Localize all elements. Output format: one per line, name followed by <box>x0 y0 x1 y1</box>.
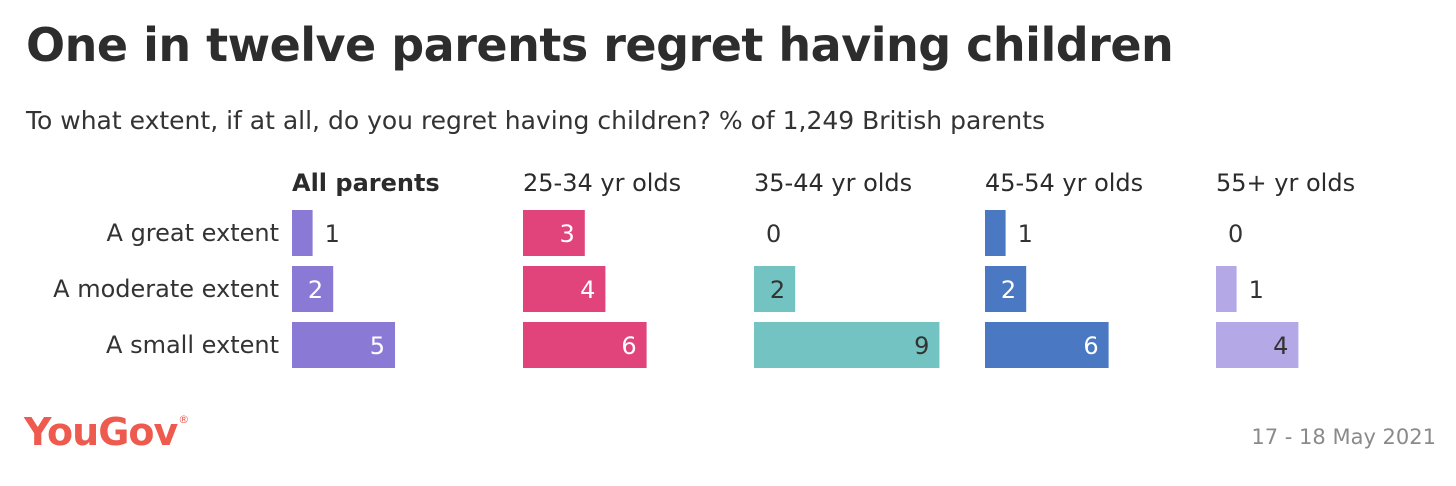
data-label: 5 <box>370 332 385 360</box>
series-header: 35-44 yr olds <box>754 169 912 197</box>
bar <box>523 210 585 256</box>
data-label: 2 <box>770 276 785 304</box>
registered-mark: ® <box>178 413 189 426</box>
bar <box>1216 322 1299 368</box>
bar <box>292 210 313 256</box>
data-label: 3 <box>560 220 575 248</box>
data-label: 1 <box>1018 220 1033 248</box>
data-label: 6 <box>621 332 636 360</box>
series-header: 55+ yr olds <box>1216 169 1355 197</box>
bar <box>523 266 606 312</box>
bar-chart: A great extent A moderate extent A small e… <box>53 169 1355 368</box>
data-label: 1 <box>1249 276 1264 304</box>
bar <box>292 266 334 312</box>
bar <box>985 322 1109 368</box>
data-label: 2 <box>308 276 323 304</box>
data-label: 1 <box>325 220 340 248</box>
chart-subtitle: To what extent, if at all, do you regret… <box>26 106 1046 135</box>
series-header: All parents <box>292 169 440 197</box>
category-label: A small extent <box>106 331 279 359</box>
bar <box>1216 266 1237 312</box>
bar <box>754 322 940 368</box>
yougov-logo: YouGov® <box>24 410 189 454</box>
chart-title: One in twelve parents regret having chil… <box>26 18 1174 72</box>
bar <box>292 322 395 368</box>
data-label: 0 <box>1228 220 1243 248</box>
data-label: 6 <box>1083 332 1098 360</box>
series-header: 45-54 yr olds <box>985 169 1143 197</box>
category-label: A moderate extent <box>53 275 279 303</box>
fieldwork-date: 17 - 18 May 2021 <box>1251 425 1436 449</box>
category-label: A great extent <box>107 219 279 247</box>
series-header: 25-34 yr olds <box>523 169 681 197</box>
data-label: 0 <box>766 220 781 248</box>
data-label: 2 <box>1001 276 1016 304</box>
brand-wordmark: YouGov <box>24 410 178 454</box>
data-label: 9 <box>914 332 929 360</box>
bar <box>985 266 1027 312</box>
data-label: 4 <box>1273 332 1288 360</box>
bar <box>523 322 647 368</box>
bar <box>754 266 796 312</box>
data-label: 4 <box>580 276 595 304</box>
bar <box>985 210 1006 256</box>
